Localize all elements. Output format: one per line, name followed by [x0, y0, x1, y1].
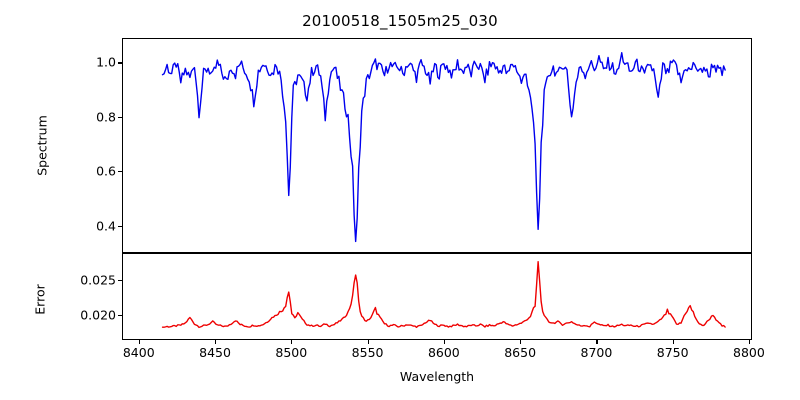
- spectrum-line: [161, 52, 726, 243]
- x-tick-mark: [748, 340, 751, 344]
- x-tick-mark: [596, 340, 598, 344]
- spectrum-y-axis-label: Spectrum: [34, 115, 50, 176]
- y-tick-mark: [118, 315, 122, 317]
- x-tick-label: 8550: [351, 345, 384, 360]
- x-tick-mark: [443, 340, 445, 344]
- y-tick-label: 1.0: [96, 54, 116, 70]
- x-tick-mark: [672, 340, 674, 344]
- error-line: [161, 261, 726, 329]
- x-tick-label: 8500: [275, 345, 308, 360]
- spectrum-panel: [122, 38, 752, 253]
- y-tick-label: 0.8: [96, 109, 116, 125]
- x-tick-label: 8600: [427, 345, 460, 360]
- x-tick-label: 8450: [199, 345, 231, 360]
- figure-title: 20100518_1505m25_030: [302, 12, 498, 30]
- x-tick-label: 8650: [504, 345, 537, 360]
- y-tick-mark: [118, 171, 122, 173]
- x-tick-label: 8700: [580, 345, 613, 360]
- y-tick-label: 0.020: [80, 307, 116, 323]
- x-tick-mark: [215, 340, 217, 344]
- x-tick-mark: [138, 340, 140, 344]
- error-panel: [122, 253, 752, 340]
- x-tick-label: 8750: [656, 345, 689, 360]
- x-tick-label: 8800: [733, 345, 765, 360]
- x-tick-mark: [367, 340, 369, 344]
- spectrum-plot-area: [161, 52, 726, 243]
- x-tick-mark: [520, 340, 522, 344]
- error-y-axis-label: Error: [32, 284, 48, 315]
- y-tick-mark: [118, 279, 122, 281]
- y-tick-label: 0.6: [96, 163, 116, 179]
- y-tick-label: 0.4: [96, 218, 116, 234]
- x-tick-mark: [291, 340, 293, 344]
- y-tick-mark: [118, 225, 122, 227]
- y-tick-mark: [118, 62, 122, 64]
- x-tick-label: 8400: [122, 345, 155, 360]
- x-axis-label: Wavelength: [399, 369, 475, 384]
- error-plot-area: [161, 261, 726, 329]
- y-tick-label: 0.025: [80, 272, 116, 288]
- y-tick-mark: [118, 116, 122, 119]
